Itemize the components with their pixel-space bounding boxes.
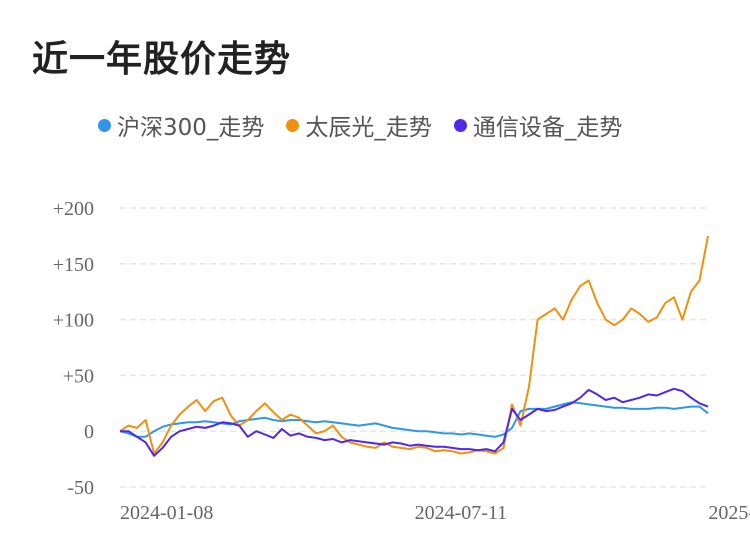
series-line-2 — [120, 387, 709, 457]
x-tick-label: 2024-07-11 — [415, 502, 508, 524]
series-line-1 — [119, 235, 709, 455]
legend-label-telecom: 通信设备_走势 — [472, 115, 623, 141]
series-layer — [119, 235, 709, 457]
y-tick-label: +150 — [53, 254, 94, 276]
y-tick-label: +50 — [63, 365, 94, 387]
legend-label-hs300: 沪深300_走势 — [117, 115, 265, 141]
legend-item-taichenguang[interactable]: 太辰光_走势 — [286, 108, 432, 142]
page-title: 近一年股价走势 — [32, 39, 292, 80]
legend-dot-hs300 — [98, 118, 111, 132]
legend-label-taichenguang: 太辰光_走势 — [305, 115, 432, 141]
y-axis-ticks: +200 +150 +100 +50 0 -50 — [53, 198, 94, 499]
chart-legend: 沪深300_走势 太辰光_走势 通信设备_走势 — [98, 108, 644, 142]
legend-item-telecom[interactable]: 通信设备_走势 — [453, 108, 623, 142]
x-tick-label: 2024-01-08 — [120, 502, 213, 524]
legend-item-hs300[interactable]: 沪深300_走势 — [98, 108, 264, 142]
y-tick-label: +100 — [53, 310, 94, 332]
x-tick-label: 2025-01-07 — [708, 502, 750, 524]
y-tick-label: 0 — [84, 421, 94, 443]
legend-dot-taichenguang — [286, 118, 300, 132]
legend-dot-telecom — [453, 118, 467, 132]
y-tick-label: -50 — [67, 477, 94, 499]
series-line-0 — [119, 401, 709, 438]
x-axis-ticks: 2024-01-08 2024-07-11 2025-01-07 — [120, 502, 750, 524]
y-tick-label: +200 — [53, 198, 94, 220]
